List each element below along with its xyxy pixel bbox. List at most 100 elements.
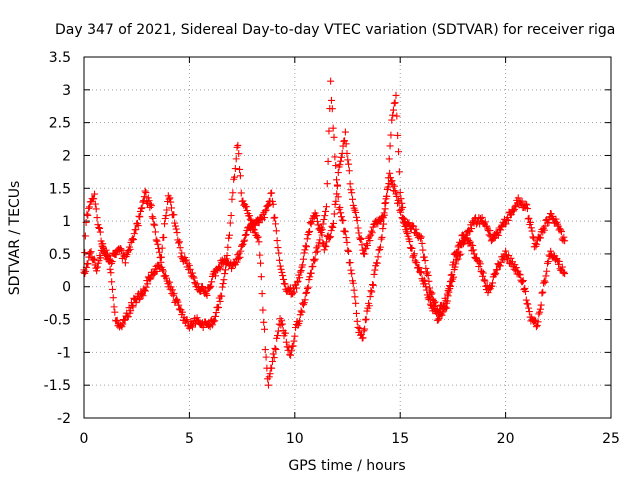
- data-point: [490, 234, 498, 242]
- data-point: [313, 244, 321, 252]
- data-point: [395, 168, 403, 176]
- data-point: [313, 247, 321, 255]
- data-point: [264, 202, 272, 210]
- data-point: [224, 243, 232, 251]
- data-point: [269, 200, 277, 208]
- data-point: [142, 283, 150, 291]
- data-point: [159, 267, 167, 275]
- data-point: [239, 197, 247, 205]
- data-point: [496, 262, 504, 270]
- data-point: [478, 268, 486, 276]
- data-point: [535, 310, 543, 318]
- data-point: [325, 234, 333, 242]
- data-point: [493, 266, 501, 274]
- data-point: [254, 233, 262, 241]
- data-point: [166, 194, 174, 202]
- data-point: [561, 237, 569, 245]
- data-point: [216, 265, 224, 273]
- data-point: [130, 294, 138, 302]
- data-point: [162, 274, 170, 282]
- data-point: [457, 239, 465, 247]
- data-point: [336, 161, 344, 169]
- data-point: [260, 318, 268, 326]
- data-point: [306, 273, 314, 281]
- data-point: [174, 236, 182, 244]
- data-point: [544, 257, 552, 265]
- data-point: [188, 323, 196, 331]
- data-point: [349, 195, 357, 203]
- data-point: [350, 286, 358, 294]
- data-point: [302, 289, 310, 297]
- data-point: [332, 162, 340, 170]
- data-point: [522, 287, 530, 295]
- data-point: [386, 174, 394, 182]
- data-point: [343, 149, 351, 157]
- data-point: [262, 206, 270, 214]
- data-point: [360, 250, 368, 258]
- data-point: [559, 269, 567, 277]
- data-point: [312, 248, 320, 256]
- data-point: [498, 221, 506, 229]
- data-point: [242, 231, 250, 239]
- data-point: [282, 329, 290, 337]
- data-point: [277, 321, 285, 329]
- data-point: [167, 198, 175, 206]
- data-point: [167, 283, 175, 291]
- data-point: [137, 207, 145, 215]
- data-point: [290, 337, 298, 345]
- data-point: [226, 219, 234, 227]
- data-point: [381, 199, 389, 207]
- data-point: [193, 314, 201, 322]
- data-point: [221, 270, 229, 278]
- data-point: [423, 268, 431, 276]
- data-point: [108, 285, 116, 293]
- data-point: [306, 227, 314, 235]
- data-point: [165, 195, 173, 203]
- data-point: [356, 234, 364, 242]
- data-point: [170, 289, 178, 297]
- data-point: [523, 201, 531, 209]
- data-point: [113, 316, 121, 324]
- data-point: [240, 237, 248, 245]
- data-point: [446, 278, 454, 286]
- data-point: [536, 305, 544, 313]
- data-point: [162, 212, 170, 220]
- data-point: [507, 211, 515, 219]
- y-tick-label: 0.5: [49, 247, 71, 263]
- data-point: [266, 370, 274, 378]
- data-point: [305, 228, 313, 236]
- data-point: [303, 288, 311, 296]
- data-point: [241, 231, 249, 239]
- data-point: [486, 227, 494, 235]
- data-point: [520, 286, 528, 294]
- data-point: [87, 248, 95, 256]
- data-point: [141, 286, 149, 294]
- y-tick-label: -2: [57, 411, 71, 427]
- series-track-a: [80, 77, 569, 389]
- data-point: [413, 259, 421, 267]
- data-point: [150, 220, 158, 228]
- data-point: [519, 277, 527, 285]
- data-point: [373, 259, 381, 267]
- data-point: [125, 247, 133, 255]
- data-point: [163, 206, 171, 214]
- data-point: [247, 225, 255, 233]
- data-point: [236, 172, 244, 180]
- data-point: [218, 292, 226, 300]
- data-point: [420, 276, 428, 284]
- data-point: [380, 209, 388, 217]
- data-point: [347, 186, 355, 194]
- data-point: [424, 294, 432, 302]
- data-point: [462, 235, 470, 243]
- data-point: [171, 219, 179, 227]
- data-point: [443, 290, 451, 298]
- data-point: [257, 259, 265, 267]
- data-point: [81, 232, 89, 240]
- data-point: [367, 287, 375, 295]
- data-point: [82, 267, 90, 275]
- data-point: [243, 206, 251, 214]
- data-point: [434, 309, 442, 317]
- data-point: [323, 180, 331, 188]
- data-point: [274, 332, 282, 340]
